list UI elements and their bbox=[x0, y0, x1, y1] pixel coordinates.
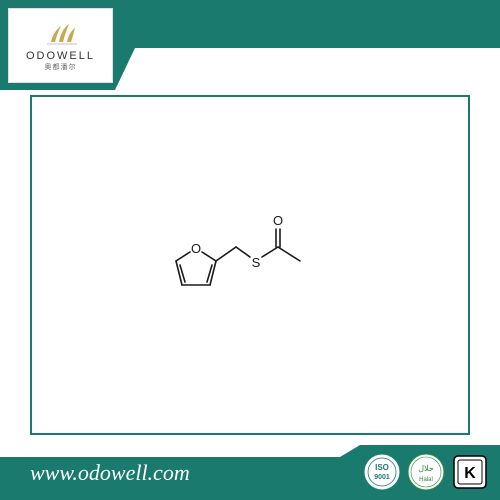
svg-text:ISO: ISO bbox=[375, 463, 389, 472]
logo-subtext: 奥都潘尔 bbox=[45, 62, 77, 72]
logo-brand-name: ODOWELL bbox=[26, 50, 95, 62]
logo-leaf-icon bbox=[41, 20, 81, 48]
oxygen-ring-label: O bbox=[191, 241, 201, 256]
content-frame: O S O bbox=[30, 95, 470, 435]
oxygen-carbonyl-label: O bbox=[273, 213, 283, 228]
iso-9001-badge: ISO 9001 bbox=[362, 452, 402, 492]
svg-text:K: K bbox=[464, 465, 476, 482]
sulfur-label: S bbox=[252, 255, 261, 270]
brand-logo: ODOWELL 奥都潘尔 bbox=[8, 8, 113, 83]
furan-ring bbox=[176, 252, 216, 285]
svg-text:Halal: Halal bbox=[419, 477, 433, 483]
kosher-badge: K bbox=[450, 452, 490, 492]
certification-badges: ISO 9001 حلال Halal K bbox=[362, 452, 490, 492]
website-url: www.odowell.com bbox=[30, 460, 190, 486]
halal-badge: حلال Halal bbox=[406, 452, 446, 492]
svg-text:9001: 9001 bbox=[374, 474, 390, 481]
svg-text:حلال: حلال bbox=[418, 464, 434, 473]
chemical-structure: O S O bbox=[150, 205, 350, 325]
